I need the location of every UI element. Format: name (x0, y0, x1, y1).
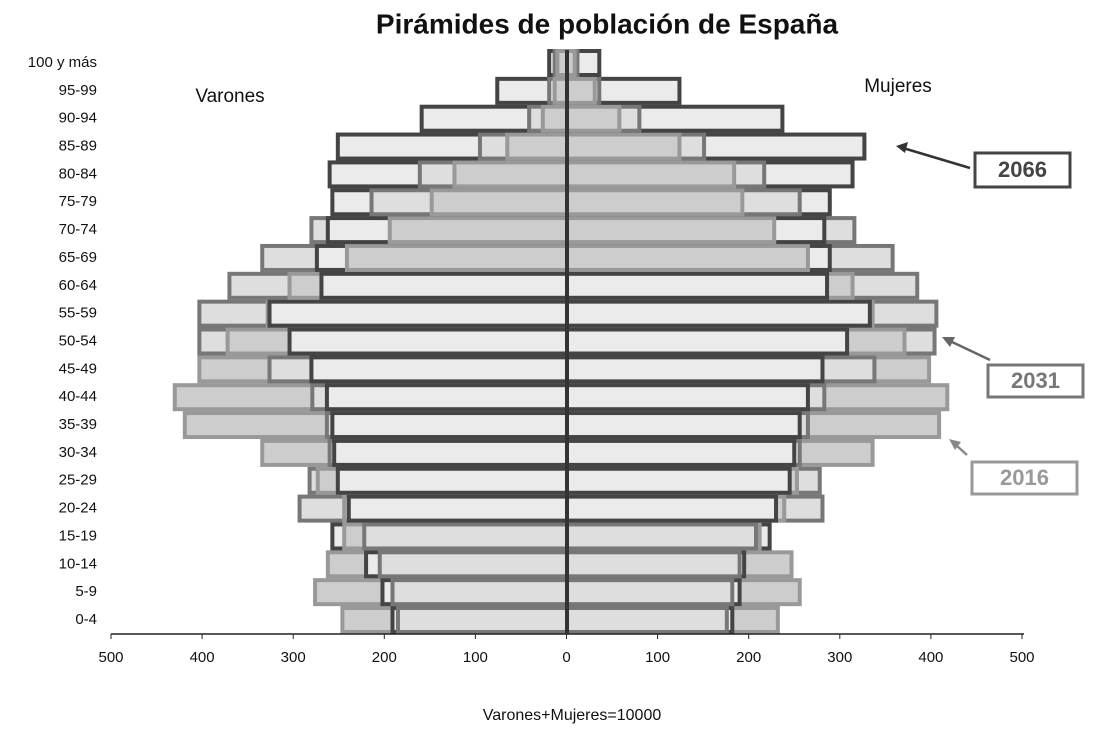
legend-box (973, 151, 1072, 189)
bar (335, 466, 569, 495)
bar (452, 160, 569, 189)
bar (565, 132, 682, 161)
bar (565, 355, 825, 384)
bar (319, 271, 570, 300)
bar (390, 578, 569, 607)
bar (505, 132, 570, 161)
arrow (902, 146, 971, 170)
bar (565, 243, 810, 272)
y-tick-label: 20-24 (59, 500, 97, 517)
x-tick-label: 200 (372, 649, 397, 666)
x-tick-label: 500 (98, 649, 123, 666)
bar (565, 271, 830, 300)
y-tick-label: 15-19 (59, 527, 97, 544)
arrow (955, 444, 968, 456)
bar (346, 494, 569, 523)
y-tick-label: 75-79 (59, 193, 97, 210)
bar (565, 327, 850, 356)
bars (172, 49, 950, 634)
x-tick-label: 200 (736, 649, 761, 666)
x-tick-label: 100 (463, 649, 488, 666)
x-tick-label: 300 (281, 649, 306, 666)
legend-label: 2031 (1011, 368, 1060, 393)
bar (565, 606, 729, 634)
y-tick-label: 55-59 (59, 305, 97, 322)
y-tick-label: 25-29 (59, 472, 97, 489)
y-tick-label: 70-74 (59, 221, 97, 238)
bar (565, 578, 735, 607)
x-tick-label: 400 (190, 649, 215, 666)
arrowhead (942, 337, 955, 347)
bar (377, 550, 569, 579)
legend-box (986, 363, 1085, 399)
y-tick-label: 95-99 (59, 82, 97, 99)
legend-box (970, 460, 1079, 496)
arrowhead (949, 439, 961, 450)
y-tick-label: 50-54 (59, 332, 97, 349)
x-tick-label: 500 (1009, 649, 1034, 666)
x-tick-label: 400 (918, 649, 943, 666)
y-tick-label: 30-34 (59, 444, 97, 461)
y-tick-label: 10-14 (59, 555, 97, 572)
y-tick-label: 65-69 (59, 249, 97, 266)
bar (565, 383, 810, 412)
bar (565, 76, 597, 105)
bar (540, 104, 570, 133)
y-tick-label: 90-94 (59, 110, 97, 127)
y-tick-label: 100 y más (28, 54, 97, 71)
x-axis-label: Varones+Mujeres=10000 (483, 707, 662, 724)
bar (565, 104, 622, 133)
bar (287, 327, 569, 356)
bar (267, 299, 569, 328)
x-tick-label: 100 (645, 649, 670, 666)
y-tick-label: 45-49 (59, 360, 97, 377)
arrowhead (896, 142, 908, 153)
bar (324, 383, 570, 412)
y-tick-label: 0-4 (75, 611, 97, 628)
bar (565, 438, 797, 467)
y-tick-label: 5-9 (75, 583, 97, 600)
x-tick-label: 300 (827, 649, 852, 666)
bar (330, 411, 569, 440)
bar (565, 411, 802, 440)
bar (565, 494, 779, 523)
bar (429, 188, 569, 217)
bar (395, 606, 569, 634)
legend-label: 2016 (1000, 465, 1049, 490)
bar (565, 522, 758, 551)
bar (565, 160, 737, 189)
y-tick-label: 35-39 (59, 416, 97, 433)
bar (565, 466, 792, 495)
bar (362, 522, 569, 551)
legend: 2066 2031 2016 (970, 151, 1085, 496)
bar (387, 216, 569, 245)
bar (309, 355, 570, 384)
bar (332, 438, 569, 467)
bar (565, 550, 742, 579)
legend-label: 2066 (998, 157, 1047, 182)
y-tick-label: 60-64 (59, 277, 97, 294)
x-tick-label: 0 (562, 649, 570, 666)
right-label: Mujeres (864, 76, 932, 97)
y-tick-label: 40-44 (59, 388, 97, 405)
bar (344, 243, 569, 272)
y-tick-label: 80-84 (59, 165, 97, 182)
chart-title: Pirámides de población de España (376, 8, 839, 39)
bar (565, 299, 872, 328)
y-tick-label: 85-89 (59, 138, 97, 155)
bar (565, 216, 777, 245)
bar (565, 188, 745, 217)
left-label: Varones (195, 86, 264, 107)
arrow (949, 339, 991, 362)
